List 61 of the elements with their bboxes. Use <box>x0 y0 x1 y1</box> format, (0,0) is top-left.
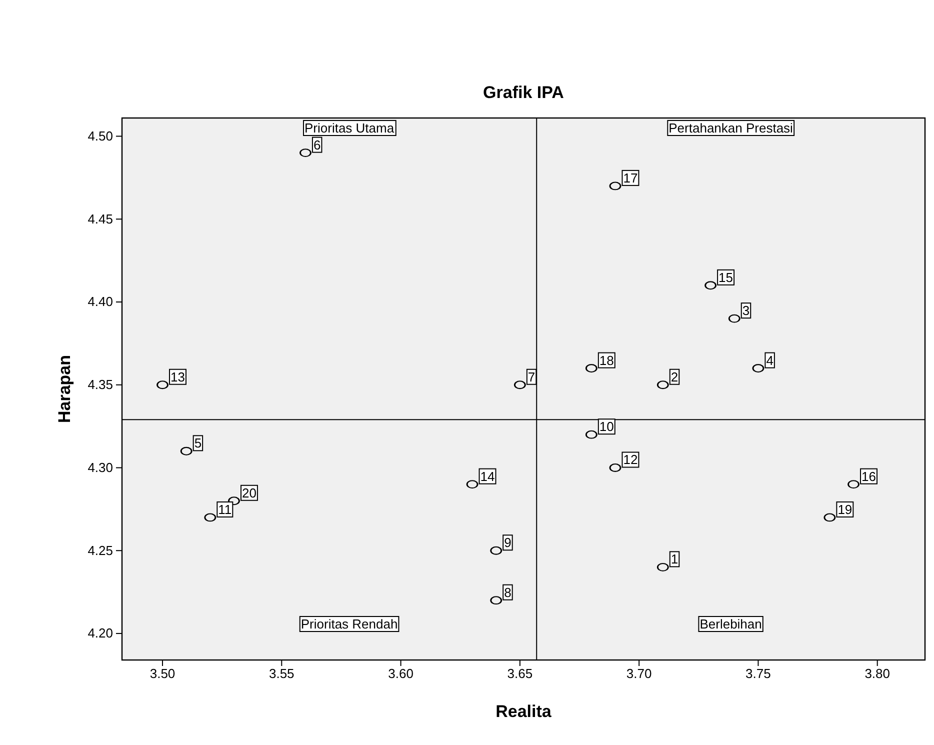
point <box>657 380 669 390</box>
y-tick-label: 4.35 <box>88 377 113 392</box>
annotation: 1 <box>670 552 678 567</box>
y-tick-label: 4.20 <box>88 626 113 641</box>
annotation: 10 <box>599 419 614 434</box>
point <box>180 446 192 456</box>
annotation: 9 <box>504 535 512 550</box>
point <box>466 480 478 489</box>
x-tick-label: 3.80 <box>864 666 890 682</box>
y-tick-label: 4.40 <box>88 294 113 310</box>
point <box>824 513 836 522</box>
point <box>490 546 502 555</box>
y-tick-label: 4.45 <box>88 211 113 226</box>
point <box>586 364 598 373</box>
point <box>728 314 740 323</box>
annotation: Prioritas Utama <box>304 120 395 136</box>
annotation: 6 <box>313 137 321 152</box>
point <box>300 148 312 158</box>
annotation: 11 <box>218 502 232 517</box>
annotation: 8 <box>504 584 512 600</box>
x-tick-label: 3.75 <box>746 666 771 682</box>
x-tick-label: 3.70 <box>626 666 652 682</box>
point <box>204 513 216 522</box>
annotation: 5 <box>194 436 202 451</box>
point <box>704 281 716 290</box>
point <box>228 496 240 506</box>
annotation: 7 <box>528 369 536 384</box>
annotation: 19 <box>838 502 852 517</box>
x-tick-label: 3.65 <box>507 666 533 682</box>
point <box>514 380 526 390</box>
point <box>657 562 669 572</box>
annotation: Prioritas Rendah <box>300 616 398 632</box>
chart-title: Grafik IPA <box>483 83 564 102</box>
point <box>586 430 598 439</box>
annotation: 18 <box>599 352 614 368</box>
y-tick-label: 4.25 <box>88 542 113 558</box>
y-axis-title: Harapan <box>55 354 74 424</box>
x-tick-label: 3.60 <box>388 666 414 682</box>
point <box>490 596 502 605</box>
y-tick-label: 4.30 <box>88 460 113 475</box>
annotation: Pertahankan Prestasi <box>668 120 794 136</box>
x-axis-title: Realita <box>496 702 552 721</box>
point <box>609 182 622 190</box>
annotation: 12 <box>623 452 638 468</box>
annotation: 2 <box>670 369 678 384</box>
x-tick-label: 3.50 <box>150 666 176 682</box>
x-tick-label: 3.55 <box>268 666 294 682</box>
annotation: 3 <box>742 303 750 318</box>
annotation: 16 <box>862 468 876 484</box>
point <box>609 463 622 472</box>
annotation: 4 <box>766 352 774 368</box>
annotation: 13 <box>170 369 185 384</box>
point <box>752 364 764 373</box>
annotation: 17 <box>623 170 638 186</box>
y-tick-label: 4.50 <box>88 128 113 144</box>
annotation: 14 <box>480 468 495 484</box>
point <box>848 480 860 489</box>
point <box>156 380 168 390</box>
annotation: Berlebihan <box>700 616 762 632</box>
annotation: 15 <box>718 270 734 285</box>
annotation: 20 <box>242 485 256 500</box>
